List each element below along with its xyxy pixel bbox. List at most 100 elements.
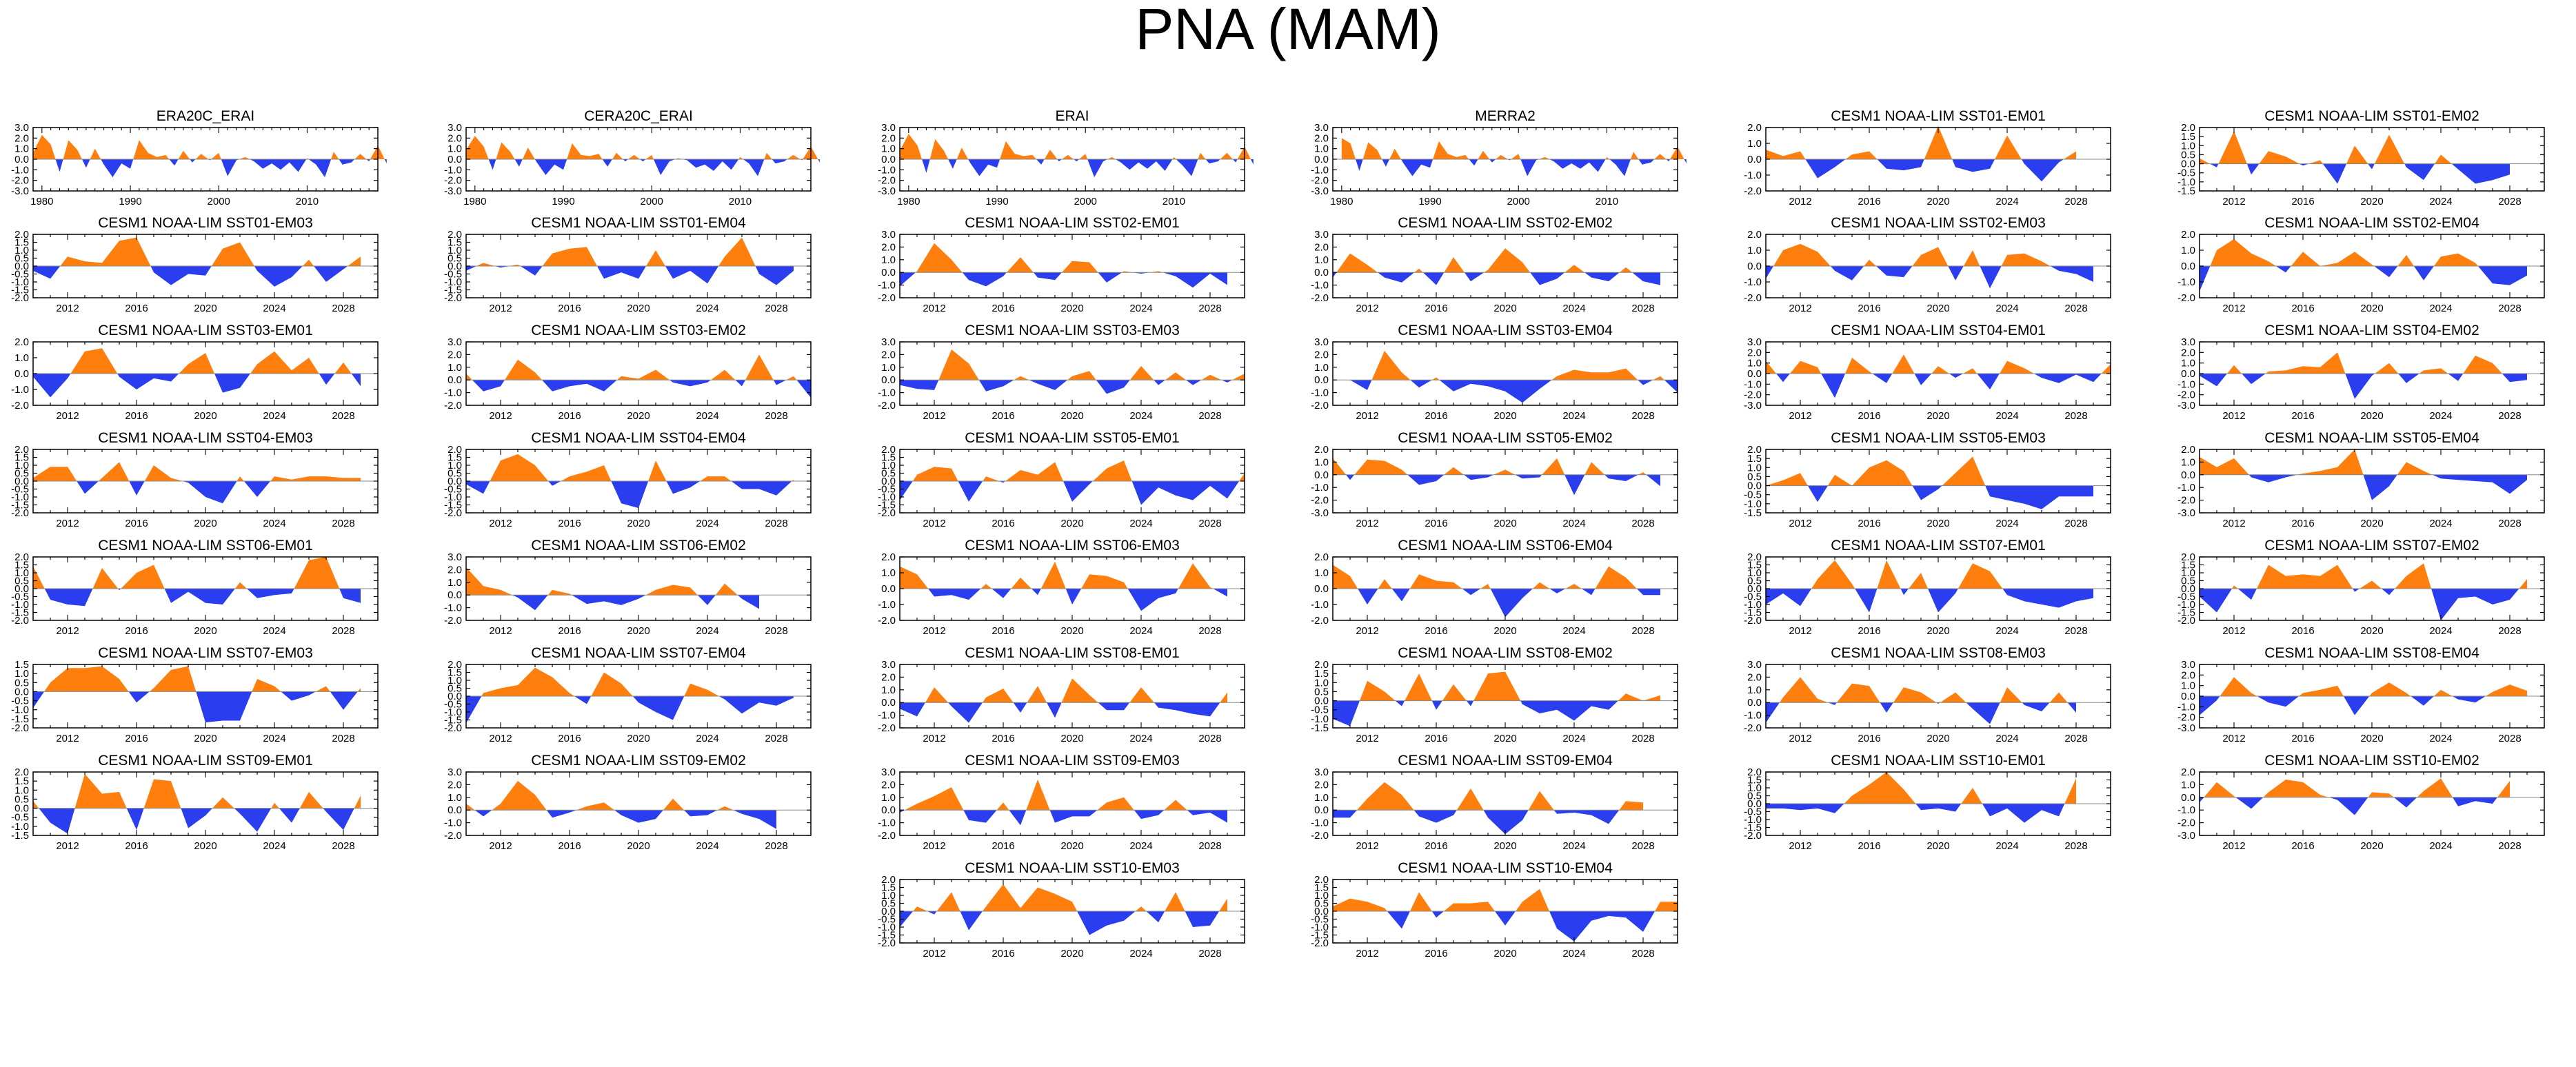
y-tick-label: 1.0 [1314,143,1329,155]
x-tick-label: 2012 [489,410,512,422]
x-tick-label: 2016 [992,518,1014,529]
x-tick-label: 2024 [696,840,718,852]
y-tick-label: 3.0 [1314,766,1329,778]
positive-area [1766,125,2076,159]
y-tick-label: 0.0 [1747,480,1762,492]
y-tick-label: 0.0 [14,803,29,815]
y-tick-label: -1.0 [444,164,462,176]
y-tick-label: 2.0 [1747,122,1762,134]
y-tick-label: -2.0 [444,830,462,842]
y-tick-label: -1.0 [878,491,896,503]
x-tick-label: 2020 [1060,518,1083,529]
y-tick-label: 1.5 [447,237,462,249]
negative-area [33,589,361,607]
y-tick-label: 1.5 [447,452,462,464]
panel-title: CESM1 NOAA-LIM SST08-EM03 [1831,645,2046,661]
x-tick-label: 2016 [1425,840,1447,852]
x-tick-label: 2028 [1631,303,1654,314]
y-tick-label: 0.0 [1314,267,1329,278]
y-tick-label: -3.0 [1311,185,1329,197]
x-tick-label: 2016 [992,840,1014,852]
x-tick-label: 2028 [2498,410,2521,422]
x-tick-label: 2024 [1562,733,1585,744]
y-tick-label: 1.0 [881,792,896,804]
negative-area [33,159,387,178]
x-tick-label: 2028 [2064,303,2087,314]
panel-title: CESM1 NOAA-LIM SST09-EM03 [965,753,1180,769]
x-tick-label: 2020 [194,840,217,852]
x-tick-label: 2020 [2360,303,2383,314]
x-tick-label: 2012 [1356,840,1378,852]
negative-area [1766,702,2076,724]
positive-area [1766,560,2093,589]
x-tick-label: 2016 [125,410,148,422]
y-tick-label: 0.5 [881,468,896,480]
y-tick-label: 3.0 [1314,229,1329,241]
y-tick-label: -2.0 [1744,185,1762,197]
x-tick-label: 2012 [1356,518,1378,529]
negative-area [900,911,1227,935]
x-tick-label: 2024 [696,518,718,529]
y-tick-label: 0.0 [2181,159,2195,170]
x-tick-label: 2024 [2429,625,2452,637]
positive-area [466,567,759,596]
x-tick-label: 2012 [923,518,945,529]
panel-17: CESM1 NOAA-LIM SST04-EM01 -3.0-2.0-1.00.0… [1744,323,2111,422]
x-tick-label: 2012 [1789,303,1811,314]
positive-area [1766,677,2076,703]
panel-title: CESM1 NOAA-LIM SST08-EM02 [1398,645,1613,661]
x-tick-label: 2012 [2222,303,2245,314]
y-tick-label: 0.5 [1747,791,1762,802]
panel-title: CERA20C_ERAI [584,108,693,124]
y-tick-label: 3.0 [1747,659,1762,671]
positive-area [466,354,811,380]
panel-43: CESM1 NOAA-LIM SST10-EM03 -2.0-1.5-1.0-0.… [878,860,1245,959]
x-tick-label: 2020 [1493,948,1516,959]
y-tick-label: 1.5 [1314,668,1329,680]
negative-area [900,159,1254,178]
x-tick-label: 2016 [1858,196,1880,207]
x-tick-label: 2020 [194,410,217,422]
y-tick-label: 1.0 [447,143,462,155]
negative-area [466,481,794,509]
y-tick-label: -1.5 [11,607,29,619]
y-tick-label: 3.0 [1314,122,1329,134]
y-tick-label: 2.0 [881,444,896,456]
y-tick-label: 0.0 [1747,583,1762,595]
y-tick-label: 1.0 [881,254,896,266]
y-tick-label: -2.0 [1311,175,1329,187]
y-tick-label: -3.0 [444,185,462,197]
y-tick-label: 1.0 [447,675,462,687]
x-tick-label: 2028 [2064,518,2087,529]
x-tick-label: 2012 [2222,625,2245,637]
x-tick-label: 2016 [125,303,148,314]
x-tick-label: 2020 [1493,410,1516,422]
y-tick-label: 0.0 [1747,154,1762,165]
negative-area [2200,797,2510,815]
positive-area [2200,563,2527,589]
x-tick-label: 2020 [627,518,650,529]
x-tick-label: 2020 [194,625,217,637]
x-tick-label: 2020 [1060,303,1083,314]
positive-area [466,237,794,266]
panel-13: CESM1 NOAA-LIM SST03-EM01 -2.0 -1.0 0.0 1.0 2… [11,323,379,422]
x-tick-label: 2028 [332,518,354,529]
x-tick-label: 2028 [1631,518,1654,529]
x-tick-label: 2020 [627,410,650,422]
y-tick-label: 0.0 [14,154,29,165]
y-tick-label: 2.0 [2181,122,2195,134]
y-tick-label: -1.0 [2177,804,2195,816]
x-tick-label: 2024 [1995,196,2018,207]
y-tick-label: 0.0 [2181,368,2195,380]
panel-title: CESM1 NOAA-LIM SST02-EM02 [1398,215,1613,231]
x-tick-label: 2028 [1631,948,1654,959]
x-tick-label: 2020 [194,303,217,314]
negative-area [1333,810,1643,835]
positive-area [1333,458,1660,475]
x-tick-label: 2024 [1129,625,1152,637]
y-tick-label: 0.0 [1314,695,1329,707]
x-tick-label: 2024 [1995,410,2018,422]
x-tick-label: 2024 [1562,840,1585,852]
negative-area [33,266,361,287]
y-tick-label: 1.0 [1314,254,1329,266]
